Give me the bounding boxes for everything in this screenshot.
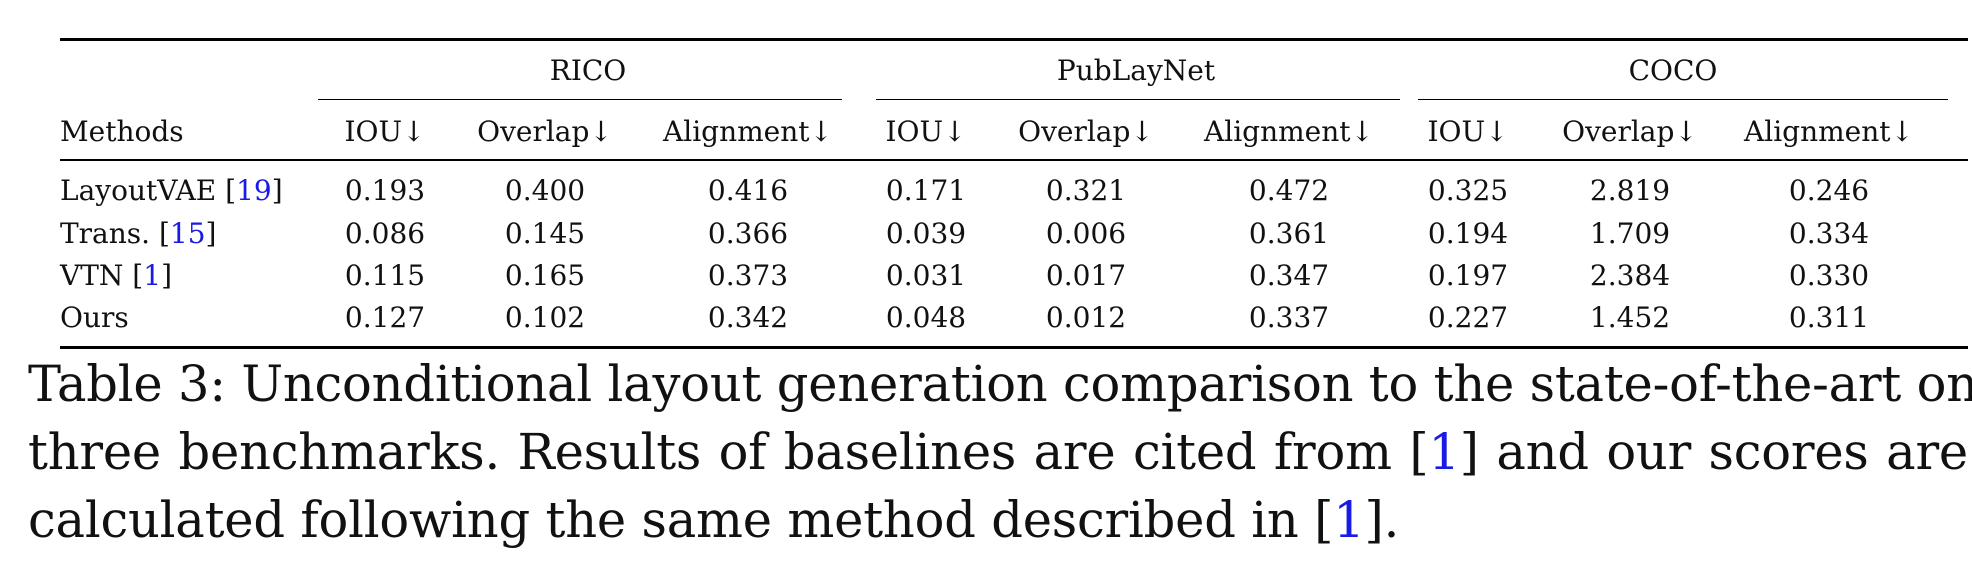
header-rule — [60, 159, 1968, 161]
metric-header: Alignment↓ — [663, 115, 833, 148]
metric-header: IOU↓ — [885, 115, 967, 148]
value-cell: 0.361 — [1248, 217, 1330, 250]
methods-header: Methods — [60, 115, 184, 148]
method-cell: LayoutVAE [19] — [60, 174, 283, 207]
method-name: VTN — [60, 259, 124, 292]
metric-header: Overlap↓ — [1562, 115, 1698, 148]
table-caption: Table 3: Unconditional layout generation… — [28, 350, 1972, 554]
value-cell: 0.472 — [1248, 174, 1330, 207]
caption-text: . — [1383, 491, 1400, 549]
caption-text: calculated following the same method des… — [28, 491, 1315, 549]
value-cell: 0.115 — [344, 259, 426, 292]
value-cell: 0.039 — [885, 217, 967, 250]
value-cell: 0.017 — [1045, 259, 1127, 292]
caption-line: calculated following the same method des… — [28, 491, 1400, 549]
metric-header: Overlap↓ — [1018, 115, 1154, 148]
group-header-rico: RICO — [549, 54, 627, 87]
value-cell: 0.246 — [1788, 174, 1870, 207]
citation-link[interactable]: 1 — [1333, 491, 1365, 549]
value-cell: 0.127 — [344, 301, 426, 334]
value-cell: 0.337 — [1248, 301, 1330, 334]
caption-text: three benchmarks. Results of baselines a… — [28, 423, 1410, 481]
value-cell: 0.194 — [1427, 217, 1509, 250]
value-cell: 2.384 — [1589, 259, 1671, 292]
group-rule-coco — [1418, 99, 1948, 100]
value-cell: 0.006 — [1045, 217, 1127, 250]
metric-header: Alignment↓ — [1204, 115, 1374, 148]
value-cell: 0.366 — [707, 217, 789, 250]
citation-link[interactable]: 19 — [236, 174, 272, 207]
group-header-coco: COCO — [1628, 54, 1718, 87]
value-cell: 1.452 — [1589, 301, 1671, 334]
value-cell: 0.197 — [1427, 259, 1509, 292]
method-cell: VTN [1] — [60, 259, 172, 292]
value-cell: 0.416 — [707, 174, 789, 207]
value-cell: 0.334 — [1788, 217, 1870, 250]
value-cell: 0.347 — [1248, 259, 1330, 292]
value-cell: 0.400 — [504, 174, 586, 207]
group-rule-rico — [318, 99, 842, 100]
value-cell: 0.165 — [504, 259, 586, 292]
value-cell: 0.086 — [344, 217, 426, 250]
caption-line: three benchmarks. Results of baselines a… — [28, 423, 1968, 481]
value-cell: 0.325 — [1427, 174, 1509, 207]
citation-link[interactable]: 1 — [1428, 423, 1460, 481]
value-cell: 0.102 — [504, 301, 586, 334]
citation-link[interactable]: 15 — [169, 217, 206, 250]
value-cell: 0.311 — [1788, 301, 1870, 334]
method-name: Ours — [60, 301, 129, 334]
value-cell: 2.819 — [1589, 174, 1671, 207]
caption-text: and our scores are — [1478, 423, 1968, 481]
value-cell: 0.145 — [504, 217, 586, 250]
metric-header: Alignment↓ — [1744, 115, 1914, 148]
bottom-rule — [60, 346, 1968, 349]
metric-header: Overlap↓ — [477, 115, 613, 148]
value-cell: 0.227 — [1427, 301, 1509, 334]
group-rule-publaynet — [876, 99, 1400, 100]
method-cell: Trans. [15] — [60, 217, 217, 250]
value-cell: 0.373 — [707, 259, 789, 292]
value-cell: 0.048 — [885, 301, 967, 334]
method-name: Trans. — [60, 217, 151, 250]
metric-header: IOU↓ — [1427, 115, 1509, 148]
value-cell: 1.709 — [1589, 217, 1671, 250]
value-cell: 0.321 — [1045, 174, 1127, 207]
method-name: LayoutVAE — [60, 174, 217, 207]
value-cell: 0.171 — [885, 174, 967, 207]
value-cell: 0.031 — [885, 259, 967, 292]
value-cell: 0.012 — [1045, 301, 1127, 334]
value-cell: 0.330 — [1788, 259, 1870, 292]
group-header-publaynet: PubLayNet — [1056, 54, 1216, 87]
citation-link[interactable]: 1 — [143, 259, 162, 292]
value-cell: 0.193 — [344, 174, 426, 207]
top-rule — [60, 38, 1968, 41]
metric-header: IOU↓ — [344, 115, 426, 148]
method-cell: Ours — [60, 301, 129, 335]
value-cell: 0.342 — [707, 301, 789, 334]
caption-line: Table 3: Unconditional layout generation… — [28, 355, 1972, 413]
